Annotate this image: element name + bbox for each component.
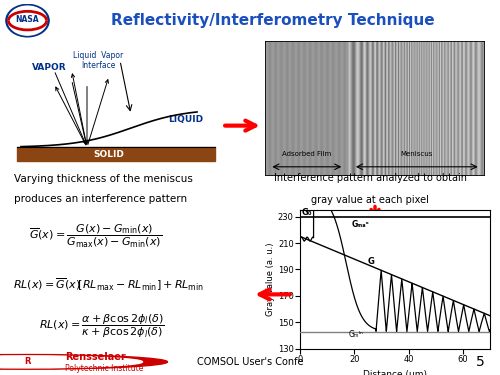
Text: gray value at each pixel: gray value at each pixel <box>311 195 429 205</box>
Text: SOLID: SOLID <box>94 150 124 159</box>
Text: Interference pattern analyzed to obtain: Interference pattern analyzed to obtain <box>274 173 466 183</box>
Text: VAPOR: VAPOR <box>32 63 66 72</box>
Text: LIQUID: LIQUID <box>168 115 203 124</box>
Text: produces an interference pattern: produces an interference pattern <box>14 195 188 204</box>
Text: R: R <box>24 357 31 366</box>
Text: COMSOL User's Confe: COMSOL User's Confe <box>197 357 303 367</box>
Circle shape <box>0 356 142 368</box>
Bar <box>16 147 214 161</box>
Text: 5: 5 <box>476 355 485 369</box>
Text: $RL(x) = \dfrac{\alpha + \beta\cos 2\phi_l(\delta)}{\kappa + \beta\cos 2\phi_l(\: $RL(x) = \dfrac{\alpha + \beta\cos 2\phi… <box>39 312 164 340</box>
Text: Gₘᴵⁿ: Gₘᴵⁿ <box>349 330 364 339</box>
Circle shape <box>0 354 168 369</box>
Circle shape <box>6 4 49 37</box>
Text: Liquid  Vapor
Interface: Liquid Vapor Interface <box>73 51 123 70</box>
Text: NASA: NASA <box>16 15 40 24</box>
Text: $RL(x) = \overline{G}(x)\!\left[RL_{\max} - RL_{\min}\right] + RL_{\min}$: $RL(x) = \overline{G}(x)\!\left[RL_{\max… <box>12 277 203 293</box>
Text: Polytechnic Institute: Polytechnic Institute <box>65 364 144 373</box>
Text: Reflectivity/Interferometry Technique: Reflectivity/Interferometry Technique <box>110 13 434 28</box>
Text: Adsorbed Film: Adsorbed Film <box>282 152 332 157</box>
Circle shape <box>8 6 47 35</box>
Text: Varying thickness of the meniscus: Varying thickness of the meniscus <box>14 174 194 184</box>
Text: G₀: G₀ <box>302 208 312 217</box>
Y-axis label: Gray Value (a. u.): Gray Value (a. u.) <box>266 243 275 316</box>
X-axis label: Distance (μm): Distance (μm) <box>363 369 427 375</box>
Text: Meniscus: Meniscus <box>400 152 433 157</box>
Text: G: G <box>368 257 374 266</box>
Text: Rensselaer: Rensselaer <box>65 352 126 362</box>
Text: Gₘₐˣ: Gₘₐˣ <box>352 220 370 229</box>
Text: $\overline{G}(x) = \dfrac{G(x) - G_{\min}(x)}{G_{\max}(x) - G_{\min}(x)}$: $\overline{G}(x) = \dfrac{G(x) - G_{\min… <box>29 223 162 250</box>
